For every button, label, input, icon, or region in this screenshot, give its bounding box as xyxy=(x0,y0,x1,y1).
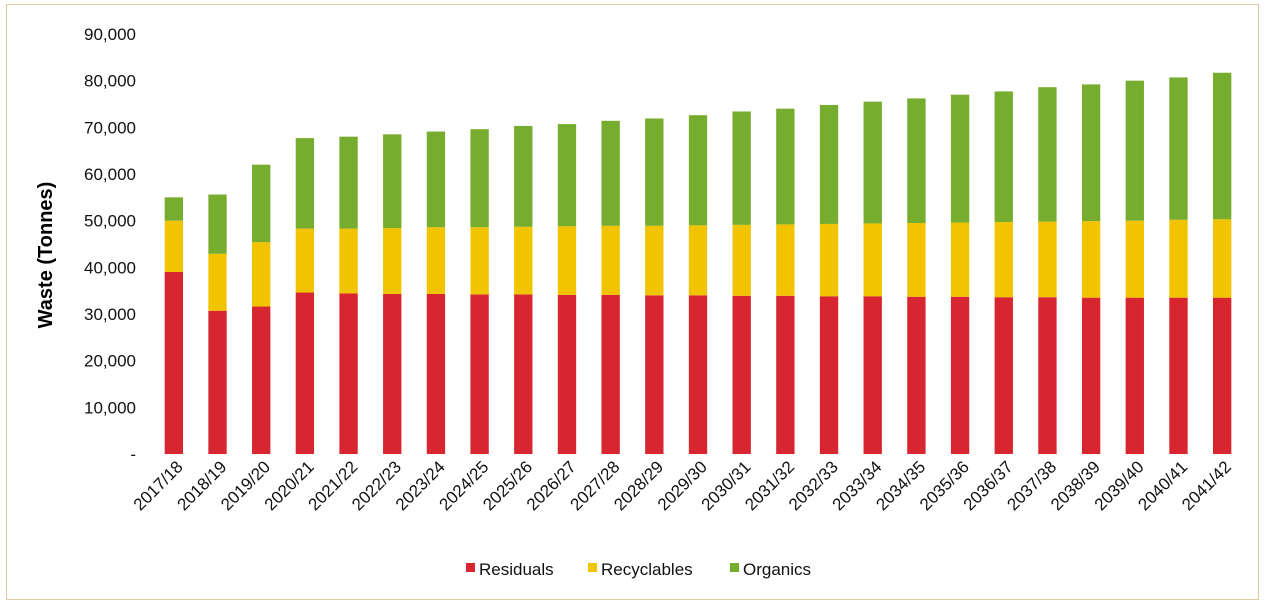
bar-residuals-2017-18 xyxy=(164,272,184,454)
legend-swatch-recyclables xyxy=(588,563,597,572)
bar-organics-2026-27 xyxy=(557,124,577,227)
bar-organics-2035-36 xyxy=(950,94,970,223)
bar-recyclables-2033-34 xyxy=(863,223,882,297)
bar-organics-2025-26 xyxy=(514,125,533,227)
y-axis-label: Waste (Tonnes) xyxy=(35,182,57,329)
bar-residuals-2037-38 xyxy=(1038,297,1057,454)
y-tick-label: 50,000 xyxy=(84,212,136,231)
bar-residuals-2032-33 xyxy=(819,296,839,454)
bar-organics-2030-31 xyxy=(732,111,751,225)
bar-residuals-2036-37 xyxy=(994,297,1013,454)
bar-recyclables-2040-41 xyxy=(1169,219,1188,298)
bar-organics-2033-34 xyxy=(863,101,882,224)
y-axis: - 10,000 20,000 30,000 40,000 50,000 60,000 70,… xyxy=(84,25,136,464)
bar-recyclables-2031-32 xyxy=(776,224,795,296)
bar-residuals-2035-36 xyxy=(950,296,970,454)
bar-recyclables-2032-33 xyxy=(819,223,839,297)
legend-label-organics: Organics xyxy=(743,560,811,579)
bar-recyclables-2020-21 xyxy=(295,228,315,293)
bar-organics-2036-37 xyxy=(994,91,1013,223)
bar-residuals-2021-22 xyxy=(339,293,358,454)
bar-recyclables-2029-30 xyxy=(688,225,708,296)
bar-residuals-2029-30 xyxy=(688,295,708,454)
bar-residuals-2031-32 xyxy=(776,295,795,454)
bar-organics-2021-22 xyxy=(339,136,358,229)
y-tick-label: - xyxy=(130,445,136,464)
legend: Residuals Recyclables Organics xyxy=(466,560,811,579)
y-tick-label: 30,000 xyxy=(84,305,136,324)
bar-recyclables-2028-29 xyxy=(645,225,664,296)
bar-residuals-2019-20 xyxy=(252,306,271,454)
bar-organics-2029-30 xyxy=(688,115,708,226)
bar-organics-2022-23 xyxy=(383,134,402,229)
legend-label-residuals: Residuals xyxy=(479,560,554,579)
bar-residuals-2030-31 xyxy=(732,295,751,454)
bar-organics-2019-20 xyxy=(252,164,271,243)
bar-recyclables-2035-36 xyxy=(950,222,970,297)
legend-label-recyclables: Recyclables xyxy=(601,560,693,579)
x-axis: 2017/182018/192019/202020/212021/222022/… xyxy=(130,457,1235,514)
legend-swatch-residuals xyxy=(466,563,475,572)
bar-recyclables-2039-40 xyxy=(1125,220,1144,298)
bars xyxy=(164,72,1232,454)
bar-residuals-2033-34 xyxy=(863,296,882,454)
bar-organics-2018-19 xyxy=(208,194,227,254)
bar-residuals-2020-21 xyxy=(295,292,315,454)
bar-recyclables-2019-20 xyxy=(252,242,271,307)
bar-recyclables-2037-38 xyxy=(1038,221,1057,298)
bar-organics-2034-35 xyxy=(907,98,926,223)
y-tick-label: 80,000 xyxy=(84,72,136,91)
y-tick-label: 70,000 xyxy=(84,118,136,137)
bar-organics-2024-25 xyxy=(470,129,489,228)
bar-recyclables-2024-25 xyxy=(470,227,489,295)
bar-residuals-2023-24 xyxy=(426,293,446,454)
bar-organics-2032-33 xyxy=(819,104,839,224)
bar-organics-2020-21 xyxy=(295,138,315,229)
bar-organics-2038-39 xyxy=(1081,84,1101,222)
y-tick-label: 20,000 xyxy=(84,352,136,371)
bar-organics-2031-32 xyxy=(776,108,795,225)
bar-recyclables-2041-42 xyxy=(1212,219,1232,298)
bar-organics-2040-41 xyxy=(1169,77,1188,220)
bar-residuals-2041-42 xyxy=(1212,297,1232,454)
bar-recyclables-2017-18 xyxy=(164,220,184,272)
y-tick-label: 60,000 xyxy=(84,165,136,184)
bar-recyclables-2030-31 xyxy=(732,224,751,296)
bar-residuals-2027-28 xyxy=(601,294,620,454)
bar-recyclables-2027-28 xyxy=(601,225,620,295)
bar-residuals-2025-26 xyxy=(514,294,533,454)
y-tick-label: 40,000 xyxy=(84,258,136,277)
bar-residuals-2040-41 xyxy=(1169,297,1188,454)
bar-recyclables-2023-24 xyxy=(426,227,446,294)
bar-residuals-2024-25 xyxy=(470,294,489,454)
bar-recyclables-2025-26 xyxy=(514,226,533,295)
bar-residuals-2022-23 xyxy=(383,293,402,454)
bar-organics-2037-38 xyxy=(1038,87,1057,222)
bar-residuals-2038-39 xyxy=(1081,297,1101,454)
bar-recyclables-2026-27 xyxy=(557,226,577,295)
bar-organics-2039-40 xyxy=(1125,80,1144,221)
bar-recyclables-2021-22 xyxy=(339,228,358,294)
y-tick-label: 10,000 xyxy=(84,398,136,417)
bar-recyclables-2034-35 xyxy=(907,223,926,297)
bar-residuals-2034-35 xyxy=(907,296,926,454)
x-tick-label: 2041/42 xyxy=(1178,457,1235,514)
bar-organics-2023-24 xyxy=(426,131,446,228)
bar-recyclables-2038-39 xyxy=(1081,221,1101,298)
bar-residuals-2028-29 xyxy=(645,295,664,454)
bar-residuals-2026-27 xyxy=(557,294,577,454)
bar-residuals-2018-19 xyxy=(208,310,227,454)
legend-swatch-organics xyxy=(730,563,739,572)
y-tick-label: 90,000 xyxy=(84,25,136,44)
bar-recyclables-2036-37 xyxy=(994,222,1013,298)
bar-recyclables-2018-19 xyxy=(208,253,227,311)
bar-residuals-2039-40 xyxy=(1125,297,1144,454)
bar-organics-2041-42 xyxy=(1212,72,1232,220)
bar-organics-2017-18 xyxy=(164,197,184,221)
bar-organics-2027-28 xyxy=(601,120,620,226)
bar-recyclables-2022-23 xyxy=(383,228,402,294)
bar-organics-2028-29 xyxy=(645,118,664,226)
